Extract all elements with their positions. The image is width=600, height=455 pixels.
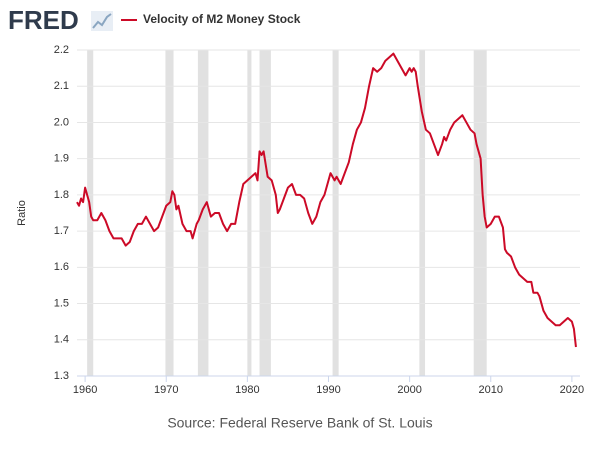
x-tick-label: 1990 — [316, 384, 340, 396]
recession-band — [332, 50, 339, 376]
y-tick-label: 1.4 — [54, 334, 69, 346]
source: Source: Federal Reserve Bank of St. Loui… — [167, 415, 432, 431]
x-tick-label: 1960 — [73, 384, 97, 396]
y-axis-label: Ratio — [16, 200, 28, 226]
recession-band — [165, 50, 174, 376]
x-tick-label: 1980 — [235, 384, 259, 396]
y-tick-label: 1.6 — [54, 261, 69, 273]
y-tick-label: 2.2 — [54, 44, 69, 56]
x-tick-label: 2010 — [479, 384, 503, 396]
recession-band — [247, 50, 252, 376]
recession-band — [259, 50, 271, 376]
y-tick-label: 1.3 — [54, 370, 69, 382]
logo: FRED — [8, 5, 79, 35]
y-tick-label: 2.0 — [54, 116, 69, 128]
series-line — [76, 52, 577, 348]
x-tick-label: 2020 — [560, 384, 584, 396]
y-tick-label: 1.8 — [54, 189, 69, 201]
y-tick-label: 2.1 — [54, 80, 69, 92]
logo-icon — [91, 11, 113, 31]
y-tick-label: 1.7 — [54, 225, 69, 237]
recession-band — [197, 50, 209, 376]
recession-band — [419, 50, 426, 376]
recession-band — [473, 50, 487, 376]
legend-label: Velocity of M2 Money Stock — [143, 12, 301, 26]
x-tick-label: 2000 — [397, 384, 421, 396]
y-tick-label: 1.9 — [54, 153, 69, 165]
x-tick-label: 1970 — [154, 384, 178, 396]
logo-icon-line — [92, 13, 112, 29]
y-tick-label: 1.5 — [54, 297, 69, 309]
